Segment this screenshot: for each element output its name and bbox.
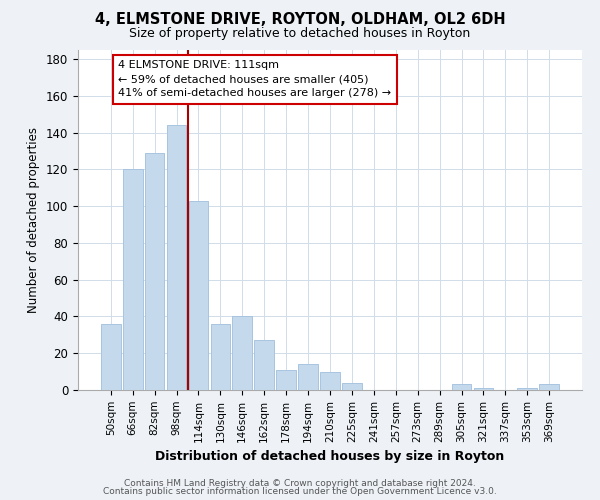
Bar <box>188 200 208 390</box>
Text: 4 ELMSTONE DRIVE: 111sqm
← 59% of detached houses are smaller (405)
41% of semi-: 4 ELMSTONE DRIVE: 111sqm ← 59% of detach… <box>118 60 391 98</box>
Text: Contains public sector information licensed under the Open Government Licence v3: Contains public sector information licen… <box>103 487 497 496</box>
Bar <box>342 382 362 390</box>
Bar <box>298 364 318 390</box>
Bar <box>473 388 493 390</box>
Bar <box>254 340 274 390</box>
Bar <box>517 388 537 390</box>
Text: Contains HM Land Registry data © Crown copyright and database right 2024.: Contains HM Land Registry data © Crown c… <box>124 478 476 488</box>
Text: 4, ELMSTONE DRIVE, ROYTON, OLDHAM, OL2 6DH: 4, ELMSTONE DRIVE, ROYTON, OLDHAM, OL2 6… <box>95 12 505 28</box>
Bar <box>145 153 164 390</box>
Bar <box>232 316 252 390</box>
Bar <box>167 126 187 390</box>
Bar <box>211 324 230 390</box>
Bar <box>276 370 296 390</box>
Bar <box>320 372 340 390</box>
Bar <box>452 384 472 390</box>
Bar <box>123 170 143 390</box>
Bar <box>539 384 559 390</box>
X-axis label: Distribution of detached houses by size in Royton: Distribution of detached houses by size … <box>155 450 505 463</box>
Text: Size of property relative to detached houses in Royton: Size of property relative to detached ho… <box>130 28 470 40</box>
Y-axis label: Number of detached properties: Number of detached properties <box>28 127 40 313</box>
Bar <box>101 324 121 390</box>
